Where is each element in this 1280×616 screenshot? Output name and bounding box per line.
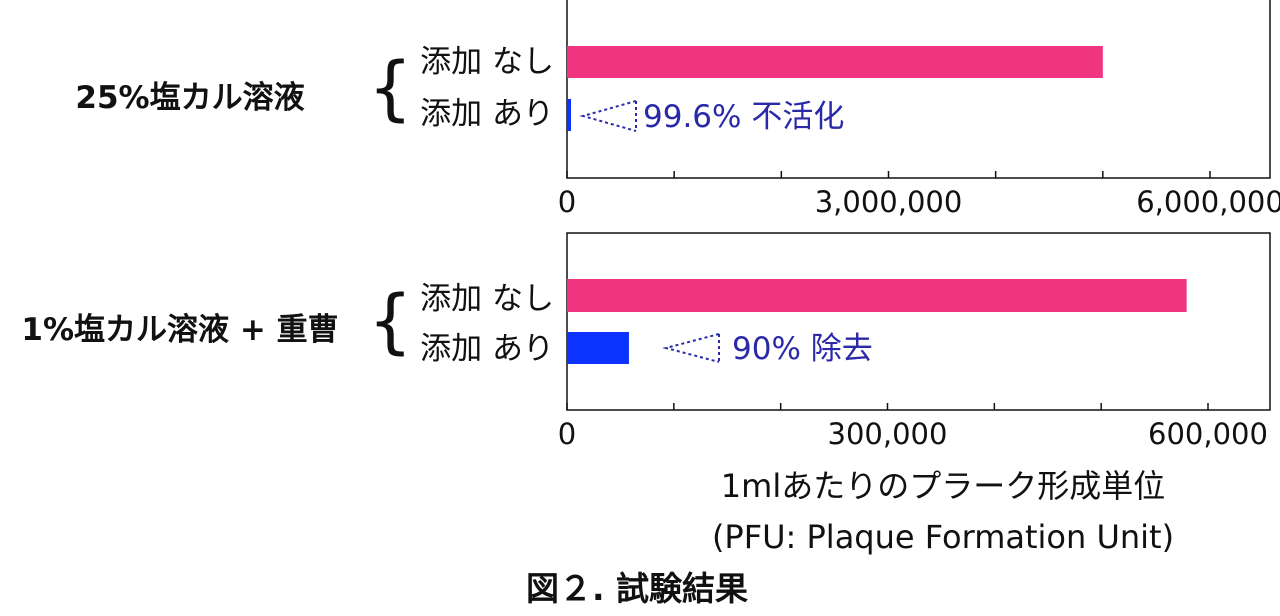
panel-1-row-label-without: 添加 なし [420, 44, 554, 80]
panel-2-brace: { [368, 280, 413, 362]
bar-with [567, 332, 629, 364]
panel-1-brace: { [368, 47, 413, 129]
x-tick-label: 0 [558, 417, 576, 451]
bar-without [567, 46, 1103, 78]
panel-1-group-label: 25%塩カル溶液 [75, 80, 304, 116]
panel-2-row-label-without: 添加 なし [420, 281, 554, 317]
panel-2-annotation: 90% 除去 [732, 331, 873, 367]
panel-1-frame [566, 0, 1271, 179]
bar-without [567, 279, 1187, 312]
x-tick-label: 600,000 [1148, 417, 1268, 451]
panel-2-frame [566, 232, 1271, 411]
x-tick-label: 300,000 [828, 417, 948, 451]
panel-2-ticks: 0 300,000 600,000 [558, 403, 1268, 451]
x-axis-label-line2: (PFU: Plaque Formation Unit) [712, 518, 1174, 556]
panel-1: 25%塩カル溶液 { 添加 なし 添加 あり 0 3,000,000 6,000,0… [75, 0, 1280, 219]
panel-1-annotation: 99.6% 不活化 [643, 99, 844, 135]
panel-2-group-label: 1%塩カル溶液 + 重曹 [21, 312, 338, 348]
panel-2: 1%塩カル溶液 + 重曹 { 添加 なし 添加 あり 0 300,000 600,0… [21, 232, 1271, 451]
x-tick-label: 0 [558, 185, 576, 219]
x-tick-label: 6,000,000 [1136, 185, 1280, 219]
x-axis-label-line1: 1mlあたりのプラーク形成単位 [721, 467, 1165, 505]
bar-with [567, 99, 571, 131]
panel-1-bars [567, 46, 1103, 131]
panel-2-bars [567, 279, 1187, 364]
panel-2-annotation-arrow [662, 333, 720, 363]
x-tick-label: 3,000,000 [815, 185, 963, 219]
panel-1-row-label-with: 添加 あり [420, 96, 554, 132]
panel-1-annotation-arrow [579, 100, 637, 132]
panel-2-row-label-with: 添加 あり [420, 331, 554, 367]
figure-caption: 図２. 試験結果 [526, 569, 748, 608]
panel-1-ticks: 0 3,000,000 6,000,000 [558, 171, 1280, 219]
